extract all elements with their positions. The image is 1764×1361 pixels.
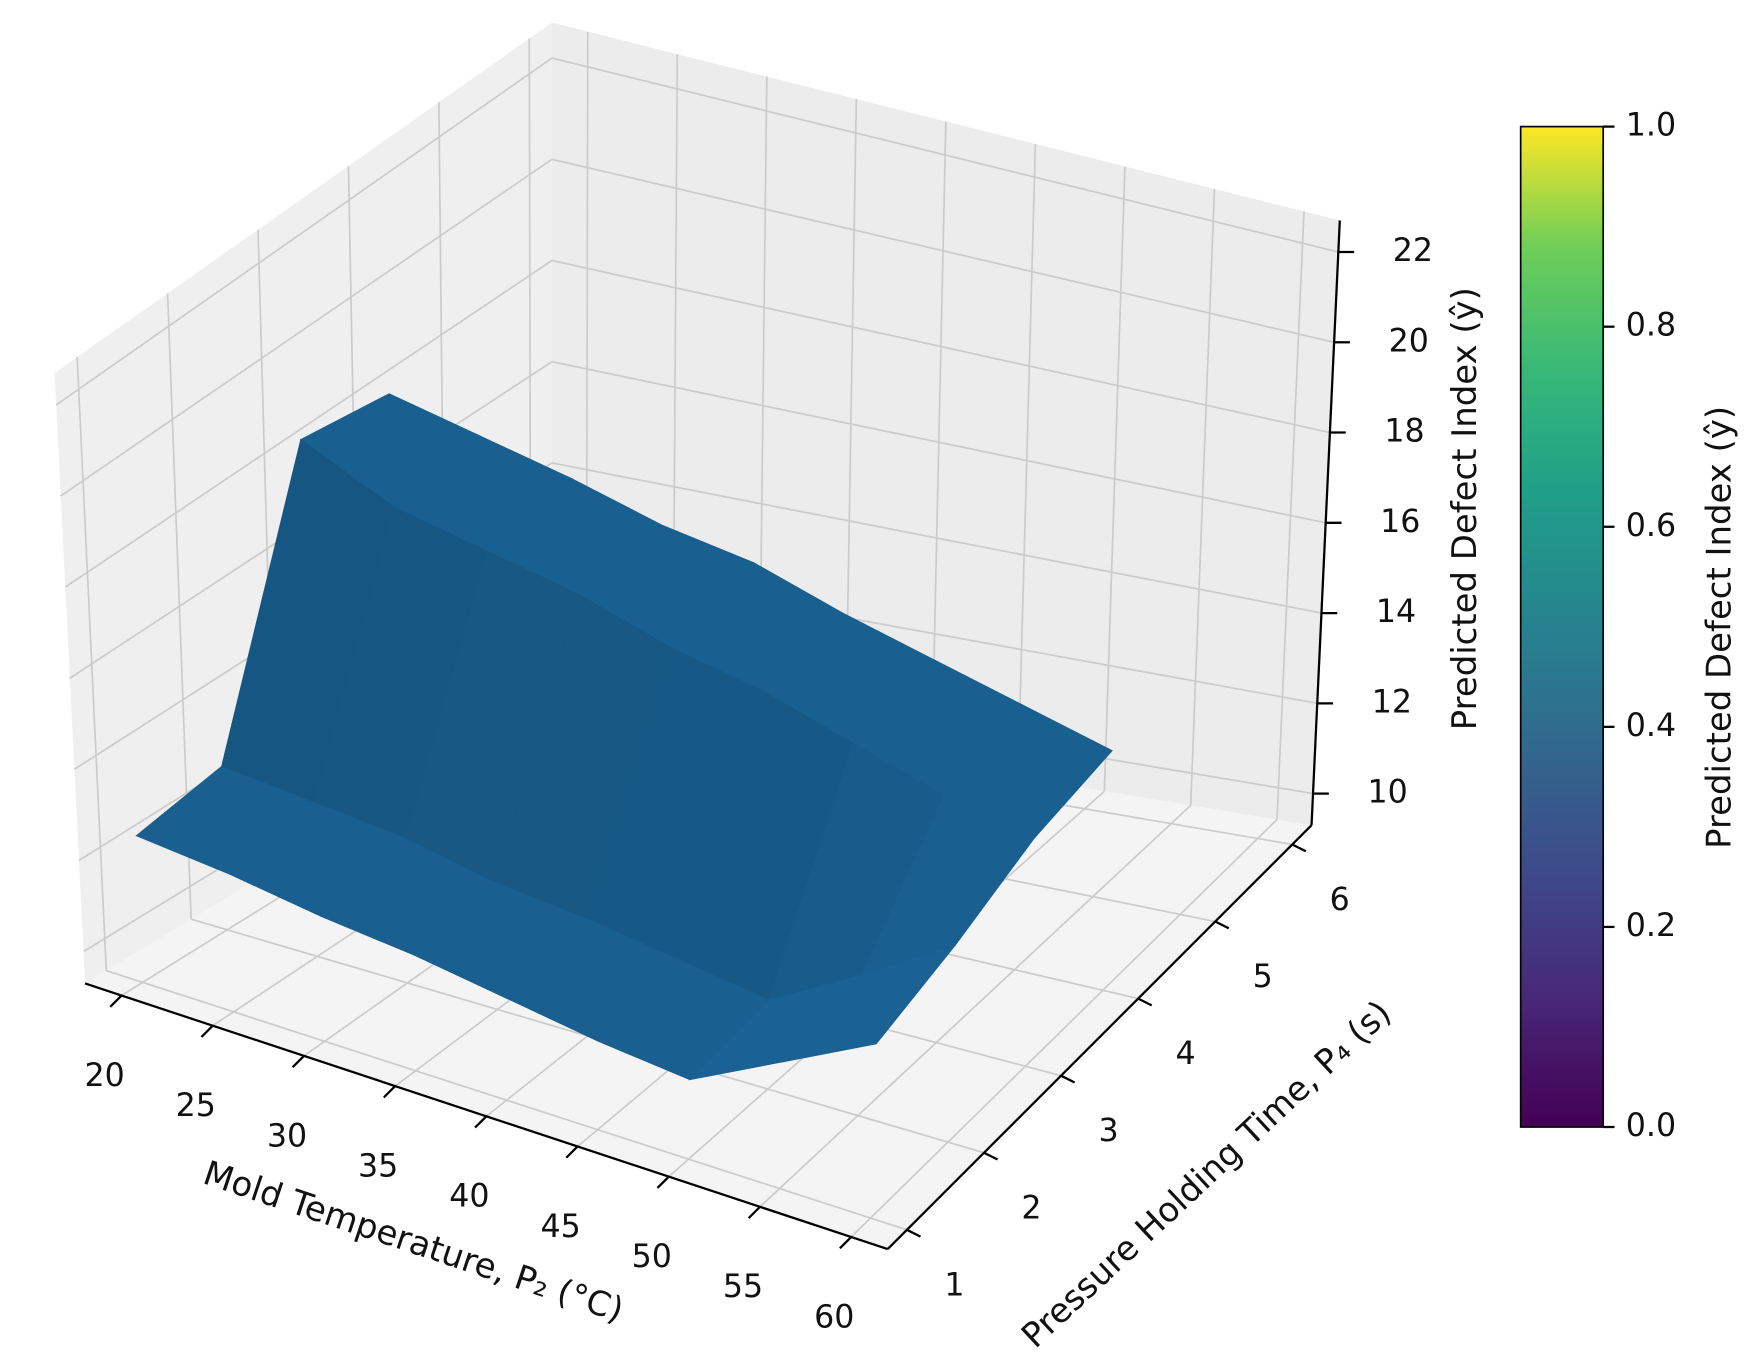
x-tick-label: 20	[84, 1058, 124, 1094]
colorbar-tick-label: 0.6	[1626, 508, 1676, 544]
x-tick	[839, 1236, 852, 1250]
colorbar-tick-label: 1.0	[1626, 108, 1676, 144]
z-axis-label: Predicted Defect Index (ŷ)	[1445, 287, 1484, 730]
x-tick-label: 35	[358, 1148, 398, 1184]
y-tick-label: 6	[1330, 882, 1350, 918]
z-tick-label: 20	[1389, 323, 1429, 359]
grid-line	[759, 804, 1192, 1208]
grid-line	[551, 259, 1331, 434]
x-tick-label: 45	[540, 1209, 580, 1245]
colorbar-tick-label: 0.8	[1626, 308, 1676, 344]
y-tick-label: 4	[1176, 1036, 1196, 1072]
colorbar: Predicted Defect Index (ŷ) 0.0 0.2 0.4 0.6 0…	[1519, 108, 1738, 1144]
y-tick-label: 1	[944, 1267, 964, 1303]
x-tick	[109, 994, 123, 1008]
x-tick-label: 30	[267, 1118, 307, 1154]
x-tick	[474, 1115, 488, 1129]
colorbar-label: Predicted Defect Index (ŷ)	[1699, 406, 1738, 849]
y-tick-label: 2	[1021, 1190, 1041, 1226]
surface	[135, 393, 1113, 1081]
colorbar-tick-label: 0.2	[1626, 908, 1676, 944]
z-tick-label: 14	[1376, 594, 1416, 630]
y-tick	[1137, 997, 1153, 1007]
colorbar-tick-label: 0.4	[1626, 708, 1676, 744]
y-tick	[983, 1151, 999, 1161]
colorbar-tick-label: 0.0	[1626, 1108, 1676, 1144]
grid-line	[551, 360, 1326, 524]
grid-line	[551, 462, 1322, 614]
grid-line	[64, 259, 553, 588]
grid-line	[106, 969, 908, 1231]
grid-line	[551, 57, 1339, 253]
z-tick-label: 16	[1380, 504, 1420, 540]
y-axis	[886, 824, 1313, 1250]
grid-line	[551, 158, 1335, 344]
y-tick-label: 3	[1098, 1113, 1118, 1149]
x-tick	[200, 1024, 214, 1038]
grid-line	[55, 57, 553, 406]
x-tick-label: 60	[814, 1299, 854, 1335]
z-tick-label: 22	[1393, 233, 1433, 269]
x-tick	[656, 1175, 670, 1189]
grid-line	[850, 818, 1278, 1238]
x-tick	[565, 1145, 579, 1159]
z-tick-label: 10	[1368, 775, 1408, 811]
y-tick	[1291, 843, 1307, 853]
grid-line	[60, 158, 553, 497]
y-tick	[1060, 1074, 1076, 1084]
y-tick-label: 5	[1253, 959, 1273, 995]
x-tick	[291, 1055, 305, 1068]
x-tick-label: 50	[632, 1239, 672, 1275]
x-tick-label: 40	[449, 1179, 489, 1215]
z-tick-label: 12	[1372, 684, 1412, 720]
x-tick	[747, 1206, 761, 1219]
z-tick-label: 18	[1384, 414, 1424, 450]
colorbar-scale	[1519, 125, 1605, 1128]
y-tick	[1214, 920, 1230, 930]
y-tick	[906, 1228, 921, 1238]
x-tick-label: 25	[176, 1088, 216, 1124]
x-tick-label: 55	[723, 1269, 763, 1305]
x-tick	[383, 1085, 396, 1099]
surface-patch	[781, 944, 957, 1063]
